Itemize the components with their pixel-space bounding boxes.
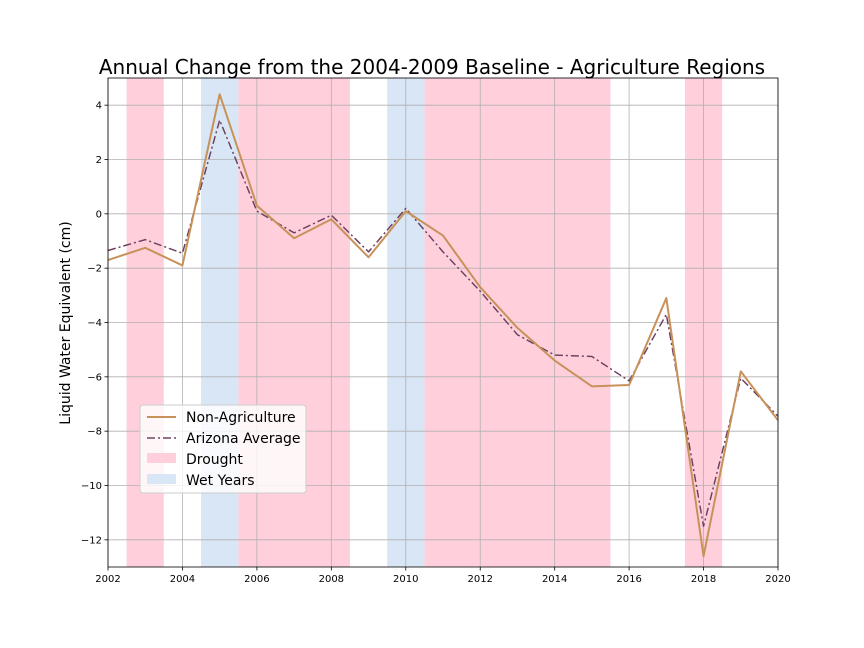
x-tick-label: 2012 [467, 574, 492, 585]
y-tick-label: −10 [81, 481, 102, 492]
legend-label-non-agriculture: Non-Agriculture [186, 410, 296, 426]
x-tick-label: 2018 [691, 574, 716, 585]
y-axis-label: Liquid Water Equivalent (cm) [58, 221, 74, 424]
legend-label-wet-years: Wet Years [186, 473, 255, 489]
x-tick-label: 2002 [95, 574, 120, 585]
x-tick-label: 2020 [765, 574, 790, 585]
legend: Non-Agriculture Arizona Average Drought … [139, 404, 307, 494]
x-tick-label: 2004 [170, 574, 195, 585]
series-line-arizona-average [107, 119, 779, 527]
legend-swatch-wet-years [147, 474, 176, 484]
x-tick-label: 2006 [244, 574, 269, 585]
x-tick-label: 2016 [616, 574, 641, 585]
legend-label-drought: Drought [186, 452, 243, 468]
legend-frame [139, 404, 307, 494]
axis-ticks: 2002 2004 2006 2008 2010 2012 2014 2016 2018 2020… [81, 101, 791, 585]
x-tick-label: 2010 [393, 574, 418, 585]
series-lines [107, 93, 779, 558]
y-tick-label: 0 [96, 209, 102, 220]
y-tick-label: −2 [87, 264, 102, 275]
y-tick-label: −4 [87, 318, 102, 329]
x-tick-label: 2008 [319, 574, 344, 585]
x-tick-label: 2014 [542, 574, 567, 585]
series-line-non-agriculture [107, 93, 779, 558]
chart-title: Annual Change from the 2004-2009 Baselin… [99, 55, 765, 79]
y-tick-label: −12 [81, 535, 102, 546]
legend-swatch-drought [147, 453, 176, 463]
y-tick-label: −8 [87, 427, 102, 438]
y-tick-label: 2 [96, 155, 102, 166]
y-tick-label: −6 [87, 372, 102, 383]
legend-label-arizona-average: Arizona Average [186, 431, 301, 447]
y-tick-label: 4 [96, 101, 102, 112]
series-line-arizona-average-shade [107, 118, 779, 527]
